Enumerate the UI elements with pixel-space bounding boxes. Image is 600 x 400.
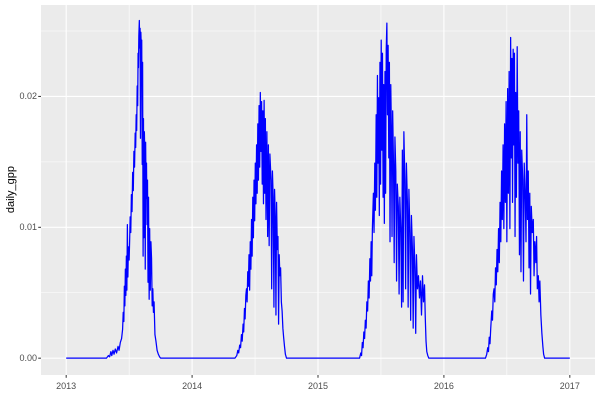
x-tick-label-2017: 2017 (559, 381, 580, 391)
axis-tick-marks (38, 95, 571, 378)
y-tick-label-0.02: 0.02 (19, 91, 37, 102)
x-tick-label-2014: 2014 (182, 381, 203, 391)
x-tick-label-2013: 2013 (56, 381, 77, 391)
grid-major (41, 5, 595, 375)
x-tick-label-2015: 2015 (307, 381, 329, 391)
x-tick-label-2016: 2016 (433, 381, 454, 391)
daily-gpp-line (66, 19, 570, 359)
y-tick-label-0.00: 0.00 (19, 353, 37, 364)
y-tick-label-0.01: 0.01 (19, 222, 37, 233)
